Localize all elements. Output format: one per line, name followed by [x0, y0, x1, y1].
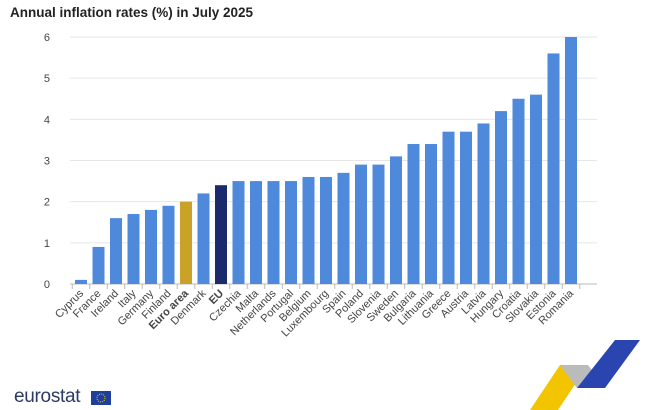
eu-flag-icon	[91, 391, 111, 405]
bar	[197, 193, 210, 284]
bar	[355, 164, 367, 284]
y-tick-label: 3	[44, 156, 50, 168]
bar	[460, 131, 472, 284]
bar	[267, 181, 280, 284]
bar	[302, 176, 315, 284]
bar	[390, 156, 402, 284]
bar	[320, 176, 332, 284]
eurostat-logo: eurostat	[14, 386, 81, 407]
bar	[512, 98, 525, 284]
bar	[425, 144, 437, 284]
bar	[92, 246, 105, 284]
bar	[145, 209, 157, 284]
bar	[477, 123, 490, 284]
bar	[215, 185, 227, 284]
bar	[337, 172, 350, 284]
bar	[495, 111, 507, 284]
chart-title: Annual inflation rates (%) in July 2025	[10, 5, 254, 20]
bar	[285, 181, 297, 284]
bar	[232, 181, 245, 284]
bar	[565, 37, 577, 284]
bar	[442, 131, 455, 284]
y-tick-label: 4	[44, 114, 50, 126]
bar	[407, 144, 420, 284]
y-tick-label: 2	[44, 197, 50, 209]
bar	[530, 94, 542, 284]
bar	[372, 164, 385, 284]
bar	[75, 279, 87, 284]
bar	[110, 218, 122, 284]
y-tick-label: 1	[44, 238, 50, 250]
bar	[127, 214, 140, 284]
y-tick-label: 6	[44, 32, 50, 44]
bar	[250, 181, 262, 284]
y-tick-label: 5	[44, 73, 50, 85]
decorative-arrow-logo	[530, 340, 640, 410]
bar	[162, 205, 175, 284]
bar	[180, 201, 192, 284]
y-tick-label: 0	[44, 279, 50, 291]
bar	[547, 53, 560, 284]
